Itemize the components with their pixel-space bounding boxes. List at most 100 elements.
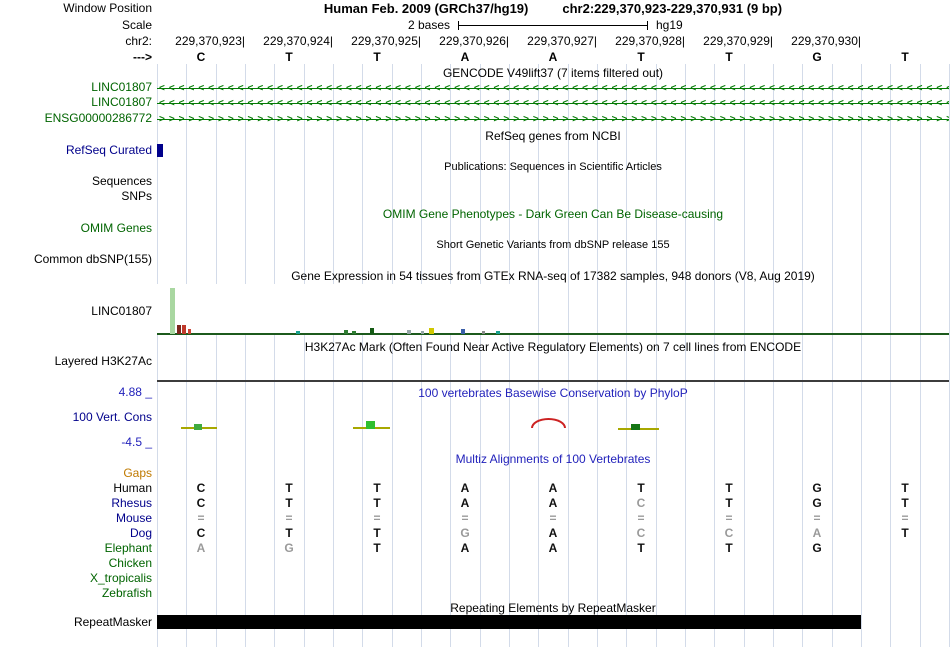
- gridline: [626, 64, 628, 647]
- track-label-snps[interactable]: SNPs: [121, 189, 152, 203]
- gtex-expression-bar[interactable]: [352, 331, 356, 334]
- gtex-expression-bar[interactable]: [182, 325, 186, 334]
- gtex-expression-bar[interactable]: [177, 325, 181, 334]
- alignment-base: =: [725, 511, 733, 525]
- ruler-base: C: [196, 50, 206, 64]
- track-label-omim-genes[interactable]: OMIM Genes: [80, 221, 152, 235]
- transcript-linc01807-b[interactable]: <<<<<<<<<<<<<<<<<<<<<<<<<<<<<<<<<<<<<<<<…: [157, 97, 949, 110]
- alignment-base: =: [813, 511, 821, 525]
- gtex-expression-bar[interactable]: [482, 331, 485, 334]
- position-range: chr2:229,370,923-229,370,931 (9 bp): [562, 1, 783, 16]
- alignment-base: T: [901, 526, 909, 540]
- ruler-base: G: [812, 50, 822, 64]
- species-label-mouse[interactable]: Mouse: [115, 511, 152, 525]
- h3k27ac-baseline: [157, 380, 949, 382]
- gtex-expression-bar[interactable]: [421, 331, 424, 334]
- window-position-label: Window Position: [63, 1, 152, 15]
- gtex-expression-bar[interactable]: [407, 330, 411, 334]
- gridline: [157, 64, 158, 647]
- alignment-base: =: [285, 511, 293, 525]
- species-label-zebrafish[interactable]: Zebrafish: [101, 586, 152, 600]
- species-label-chicken[interactable]: Chicken: [108, 556, 152, 570]
- alignment-base: T: [725, 481, 733, 495]
- alignment-base: T: [901, 481, 909, 495]
- phylop-axis-max: 4.88 _: [118, 385, 152, 399]
- gridline: [802, 64, 804, 647]
- track-label-linc01807-a[interactable]: LINC01807: [91, 80, 152, 94]
- gridline: [274, 64, 276, 647]
- gtex-expression-bar[interactable]: [188, 329, 191, 334]
- alignment-base: A: [460, 541, 470, 555]
- phylop-track-title: 100 vertebrates Basewise Conservation by…: [418, 386, 688, 400]
- ruler-base: T: [285, 50, 293, 64]
- track-label-common-dbsnp[interactable]: Common dbSNP(155): [33, 252, 152, 266]
- gridline: [567, 64, 569, 647]
- gridline: [215, 64, 217, 647]
- transcript-line: [157, 103, 949, 104]
- gtex-expression-bar[interactable]: [496, 331, 500, 334]
- phylop-bar: [631, 424, 640, 430]
- strand-arrows-left-icon: <<<<<<<<<<<<<<<<<<<<<<<<<<<<<<<<<<<<<<<<…: [159, 83, 949, 94]
- transcript-ensg00000286772[interactable]: >>>>>>>>>>>>>>>>>>>>>>>>>>>>>>>>>>>>>>>>…: [157, 113, 949, 126]
- track-label-gaps[interactable]: Gaps: [123, 466, 152, 480]
- scale-value: 2 bases: [407, 18, 450, 32]
- chrom-label: chr2:: [125, 34, 152, 48]
- species-label-elephant[interactable]: Elephant: [104, 541, 152, 555]
- gridline: [421, 64, 422, 647]
- gtex-expression-bar[interactable]: [370, 328, 374, 334]
- alignment-base: T: [725, 541, 733, 555]
- gridline: [509, 64, 510, 647]
- repeatmasker-feature-bar[interactable]: [157, 615, 861, 629]
- window-position-title: Human Feb. 2009 (GRCh37/hg19) chr2:229,37…: [157, 2, 949, 15]
- gridline: [333, 64, 334, 647]
- scale-row-label: Scale: [121, 18, 152, 32]
- track-label-refseq-curated[interactable]: RefSeq Curated: [65, 143, 152, 157]
- track-label-repeatmasker[interactable]: RepeatMasker: [73, 615, 152, 629]
- ruler-base: A: [548, 50, 558, 64]
- gtex-expression-bar[interactable]: [344, 330, 348, 334]
- ruler-coordinate: 229,370,929|: [703, 34, 773, 48]
- gridline: [362, 64, 364, 647]
- track-label-layered-h3k27ac[interactable]: Layered H3K27Ac: [54, 354, 152, 368]
- alignment-base: =: [901, 511, 909, 525]
- gtex-expression-bar[interactable]: [429, 328, 434, 334]
- gridline: [714, 64, 716, 647]
- gridline: [245, 64, 246, 647]
- track-label-ensg00000286772[interactable]: ENSG00000286772: [44, 111, 152, 125]
- alignment-base: A: [460, 496, 470, 510]
- alignment-base: C: [196, 526, 206, 540]
- gtex-chart-panel[interactable]: [157, 284, 530, 334]
- alignment-base: G: [812, 496, 822, 510]
- species-label-dog[interactable]: Dog: [129, 526, 152, 540]
- alignment-base: =: [637, 511, 645, 525]
- track-label-linc01807-b[interactable]: LINC01807: [91, 95, 152, 109]
- species-label-x_tropicalis[interactable]: X_tropicalis: [89, 571, 152, 585]
- gridline: [597, 64, 598, 647]
- refseq-item[interactable]: [157, 144, 163, 157]
- gridline: [919, 64, 921, 647]
- alignment-base: T: [373, 541, 381, 555]
- ruler-coordinate: 229,370,927|: [527, 34, 597, 48]
- species-label-rhesus[interactable]: Rhesus: [111, 496, 152, 510]
- gridline: [479, 64, 481, 647]
- track-label-gtex-linc01807[interactable]: LINC01807: [91, 304, 152, 318]
- alignment-base: =: [373, 511, 381, 525]
- strand-arrows-right-icon: >>>>>>>>>>>>>>>>>>>>>>>>>>>>>>>>>>>>>>>>…: [159, 114, 949, 125]
- ruler-base: T: [901, 50, 909, 64]
- omim-track-title: OMIM Gene Phenotypes - Dark Green Can Be…: [382, 207, 724, 221]
- transcript-linc01807-a[interactable]: <<<<<<<<<<<<<<<<<<<<<<<<<<<<<<<<<<<<<<<<…: [157, 82, 949, 95]
- gtex-expression-bar[interactable]: [296, 331, 300, 334]
- alignment-base: T: [285, 496, 293, 510]
- ruler-base: T: [373, 50, 381, 64]
- gtex-expression-bar[interactable]: [170, 288, 175, 334]
- species-label-human[interactable]: Human: [113, 481, 152, 495]
- track-label-sequences[interactable]: Sequences: [91, 174, 152, 188]
- gtex-expression-bar[interactable]: [461, 329, 465, 334]
- ruler-base: A: [460, 50, 470, 64]
- gtex-track-title: Gene Expression in 54 tissues from GTEx …: [291, 269, 815, 283]
- track-label-100-vert-cons[interactable]: 100 Vert. Cons: [72, 410, 152, 424]
- gridline: [303, 64, 305, 647]
